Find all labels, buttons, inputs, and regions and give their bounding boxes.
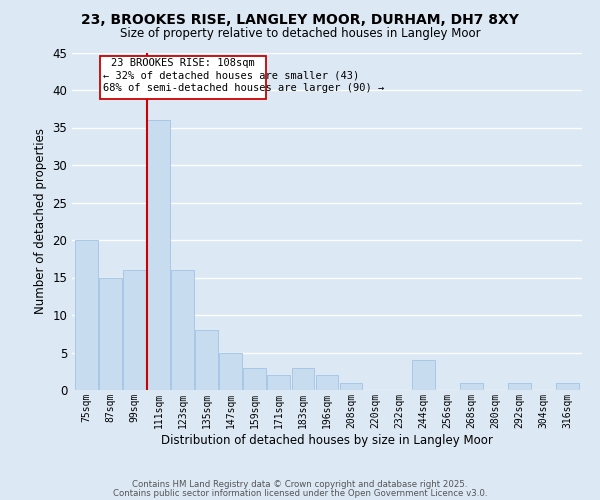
Bar [195,330,218,390]
X-axis label: Distribution of detached houses by size in Langley Moor: Distribution of detached houses by size … [161,434,493,446]
Bar [123,270,146,390]
Text: Size of property relative to detached houses in Langley Moor: Size of property relative to detached ho… [119,28,481,40]
Bar [412,360,434,390]
Text: Contains HM Land Registry data © Crown copyright and database right 2025.: Contains HM Land Registry data © Crown c… [132,480,468,489]
Bar [292,368,314,390]
Bar [99,278,122,390]
Bar [244,368,266,390]
Text: Contains public sector information licensed under the Open Government Licence v3: Contains public sector information licen… [113,490,487,498]
Bar [220,352,242,390]
Bar [460,382,483,390]
Bar [75,240,98,390]
Bar [316,375,338,390]
Bar [147,120,170,390]
Text: ← 32% of detached houses are smaller (43): ← 32% of detached houses are smaller (43… [103,70,359,80]
Y-axis label: Number of detached properties: Number of detached properties [34,128,47,314]
Text: 68% of semi-detached houses are larger (90) →: 68% of semi-detached houses are larger (… [103,82,385,93]
Bar [268,375,290,390]
Bar [556,382,579,390]
Bar [508,382,531,390]
Bar [340,382,362,390]
Bar [171,270,194,390]
Text: 23 BROOKES RISE: 108sqm: 23 BROOKES RISE: 108sqm [111,58,254,68]
FancyBboxPatch shape [100,56,266,99]
Text: 23, BROOKES RISE, LANGLEY MOOR, DURHAM, DH7 8XY: 23, BROOKES RISE, LANGLEY MOOR, DURHAM, … [81,12,519,26]
